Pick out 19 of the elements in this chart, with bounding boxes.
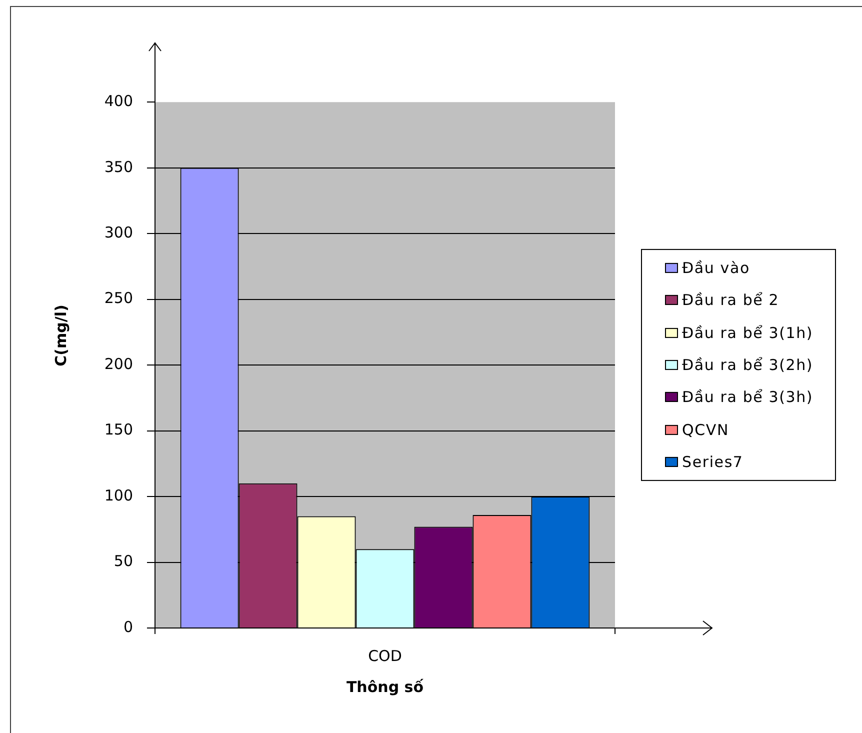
legend-label: QCVN	[682, 420, 729, 439]
y-tick-label: 50	[114, 552, 133, 570]
legend-label: Đầu vào	[682, 259, 750, 278]
y-tick-label: 400	[104, 92, 133, 110]
y-tick-label: 300	[104, 224, 133, 242]
legend-label: Series7	[682, 452, 744, 471]
legend-label: Đầu ra bể 2	[682, 291, 780, 310]
legend-label: Đầu ra bể 3(1h)	[682, 324, 814, 342]
x-axis-title: Thông số	[346, 678, 424, 696]
y-axis-title: C(mg/l)	[52, 304, 70, 366]
y-tick-label: 150	[104, 420, 133, 439]
y-tick-label: 200	[104, 354, 133, 373]
y-tick-label: 250	[104, 289, 133, 308]
y-tick-label: 350	[104, 158, 133, 176]
legend-label: Đầu ra bể 3(3h)	[682, 388, 814, 406]
y-tick-label: 0	[123, 618, 133, 636]
legend-label: Đầu ra bể 3(2h)	[682, 356, 814, 374]
x-tick-label: COD	[368, 646, 402, 665]
y-tick-label: 100	[104, 486, 133, 504]
